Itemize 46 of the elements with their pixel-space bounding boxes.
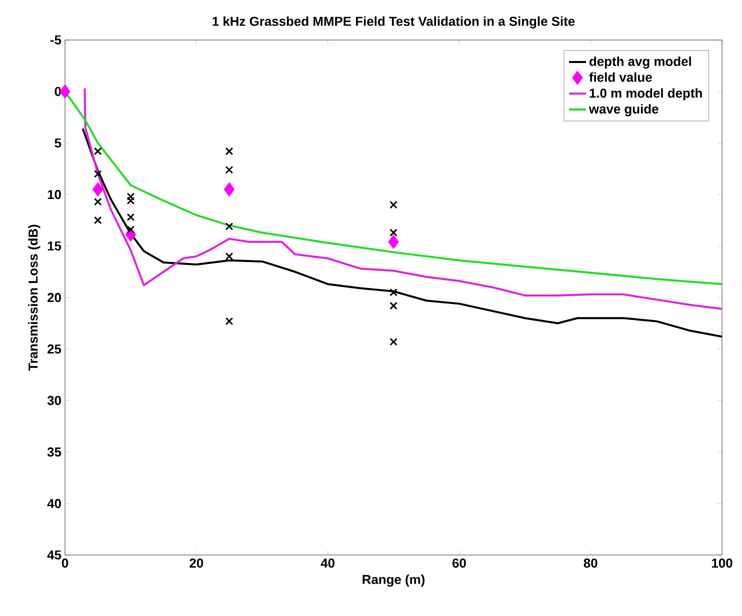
y-tick-label: 15 [48, 241, 62, 251]
point [390, 228, 398, 237]
y-tick-label: 10 [48, 190, 61, 200]
y-tick-label: 30 [47, 396, 61, 406]
y-axis-title: Transmission Loss (dB) [28, 224, 40, 371]
x-tick-label: 40 [320, 558, 334, 568]
legend-label: depth avg model [590, 56, 691, 69]
point [225, 166, 234, 174]
legend-label: field value [589, 72, 652, 82]
point [225, 252, 234, 260]
point [126, 213, 135, 222]
point [225, 317, 234, 326]
y-tick-label: 20 [48, 292, 61, 302]
y-tick-label: -5 [50, 35, 62, 45]
x-tick-label: 0 [62, 558, 68, 568]
point [390, 338, 398, 346]
point [224, 182, 235, 196]
point [390, 288, 398, 296]
point [388, 235, 399, 249]
point [126, 226, 135, 234]
point [390, 302, 398, 310]
point [60, 84, 70, 98]
legend-label: 1.0 m model depth [590, 88, 702, 100]
point [92, 182, 104, 196]
y-tick-label: 0 [54, 86, 61, 96]
point [94, 147, 102, 156]
point [225, 222, 234, 230]
chart-title: 1 kHz Grassbed MMPE Field Test Validation in a Single Site [212, 16, 575, 29]
point [94, 216, 102, 224]
x-tick-label: 20 [190, 558, 204, 568]
point [126, 196, 135, 205]
point [94, 198, 102, 206]
point [126, 192, 135, 201]
x-tick-label: 100 [712, 558, 732, 568]
legend-label: wave guide [588, 104, 658, 116]
point [390, 200, 398, 209]
y-tick-label: 5 [54, 138, 62, 148]
point [225, 147, 234, 156]
y-tick-label: 40 [47, 498, 61, 508]
x-tick-label: 60 [452, 558, 466, 568]
y-tick-label: 35 [47, 447, 62, 457]
y-tick-label: 45 [47, 550, 62, 560]
x-tick-label: 80 [584, 558, 598, 568]
x-axis-title: Range (m) [362, 574, 425, 587]
y-tick-label: 25 [48, 344, 62, 354]
point [94, 170, 102, 178]
